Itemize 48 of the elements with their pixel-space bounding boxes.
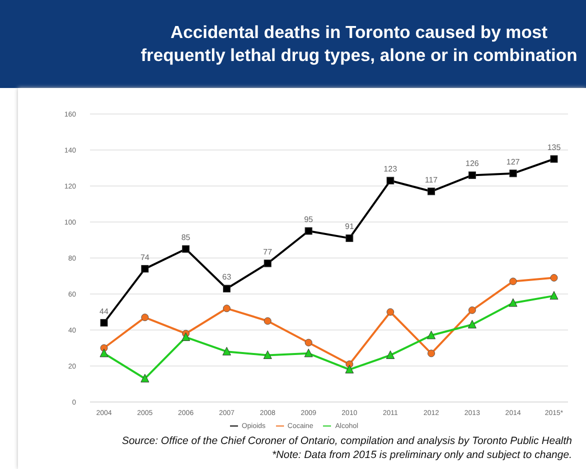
point [264, 260, 272, 268]
text: *Note: Data from 2015 is preliminary only and subject to change. [271, 448, 572, 462]
point [346, 234, 354, 242]
data-label: 123 [384, 164, 398, 174]
point [304, 338, 312, 346]
point [509, 278, 517, 286]
point [140, 374, 150, 382]
point [222, 304, 230, 312]
chart-title: Accidental deaths in Toronto caused by most frequently lethal drug types, alone or in combination [140, 21, 578, 67]
point [427, 330, 436, 340]
source-note: Source: Office of the Chief Coroner of Ontario, compilation and analysis by Toronto Public Health [122, 434, 572, 448]
point [345, 364, 354, 374]
point [468, 171, 476, 179]
data-label: 85 [181, 233, 191, 242]
point [386, 176, 394, 184]
point [304, 227, 312, 235]
point [222, 284, 230, 292]
point [550, 274, 558, 282]
point [386, 350, 395, 359]
point [304, 348, 313, 358]
point [141, 265, 149, 273]
point [550, 291, 558, 300]
data-label: 44 [100, 306, 109, 316]
data-label: 63 [222, 272, 232, 282]
point [468, 320, 476, 328]
point [100, 348, 108, 358]
data-label: 91 [345, 222, 354, 232]
point [428, 188, 436, 196]
point [222, 346, 231, 356]
data-label: 117 [424, 175, 438, 184]
point [468, 306, 476, 314]
point [182, 245, 190, 253]
point [100, 319, 108, 327]
data-label: 127 [506, 157, 520, 166]
point [550, 155, 558, 163]
point [141, 314, 149, 322]
data-label: 77 [263, 247, 273, 256]
point [386, 308, 394, 316]
point [428, 350, 436, 358]
point [263, 350, 272, 359]
point [508, 298, 518, 307]
data-label: 95 [304, 215, 314, 224]
data-label: 74 [140, 252, 150, 262]
point [264, 317, 272, 325]
point [182, 332, 190, 341]
data-label: 135 [547, 143, 562, 152]
data-label: 126 [466, 159, 480, 168]
point [509, 170, 517, 178]
